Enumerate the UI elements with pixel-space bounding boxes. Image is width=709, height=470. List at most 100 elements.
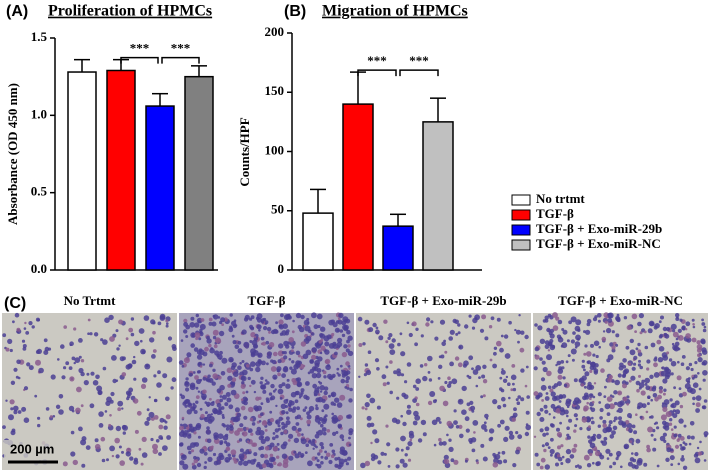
- cell: [659, 435, 666, 442]
- cell: [183, 400, 188, 405]
- cell: [533, 366, 538, 371]
- cell: [380, 451, 385, 456]
- cell: [111, 355, 117, 361]
- cell: [496, 340, 502, 347]
- cell: [287, 402, 292, 407]
- cell: [669, 398, 673, 402]
- cell: [545, 392, 549, 395]
- cell: [614, 401, 618, 406]
- cell: [317, 393, 321, 396]
- cell: [305, 335, 312, 342]
- cell: [374, 358, 380, 363]
- cell: [417, 438, 423, 443]
- cell: [697, 357, 703, 363]
- cell: [562, 329, 568, 335]
- cell: [348, 367, 351, 370]
- cell: [199, 323, 206, 330]
- cell: [501, 450, 506, 455]
- cell: [134, 429, 139, 434]
- cell: [638, 374, 641, 378]
- cell: [212, 335, 217, 340]
- cell: [206, 426, 210, 430]
- cell: [305, 443, 310, 448]
- cell: [240, 398, 244, 402]
- cell: [508, 396, 511, 400]
- cell: [451, 378, 458, 385]
- cell: [650, 433, 654, 437]
- cell: [598, 401, 602, 404]
- cell: [425, 322, 430, 327]
- cell: [342, 324, 348, 330]
- cell: [677, 360, 680, 364]
- cell: [391, 417, 398, 423]
- cell: [341, 333, 346, 338]
- cell: [653, 362, 658, 368]
- cell: [629, 349, 636, 356]
- cell: [568, 320, 572, 325]
- cell: [339, 434, 345, 439]
- cell: [347, 335, 353, 341]
- cell: [43, 350, 49, 355]
- cell: [639, 365, 643, 370]
- cell: [281, 351, 285, 354]
- cell: [212, 400, 215, 404]
- cell: [573, 429, 577, 433]
- cell: [561, 366, 565, 370]
- cell: [629, 338, 634, 344]
- cell: [256, 463, 260, 468]
- cell: [615, 333, 620, 338]
- cell: [348, 428, 354, 434]
- cell: [291, 360, 295, 364]
- image-caption: No Trtmt: [64, 293, 117, 308]
- cell: [540, 377, 546, 382]
- cell: [621, 421, 626, 426]
- cell: [369, 397, 376, 404]
- cell: [182, 463, 189, 470]
- cell: [136, 410, 142, 416]
- cell: [631, 442, 634, 446]
- cell: [511, 364, 516, 368]
- cell: [143, 315, 150, 321]
- cell: [389, 360, 393, 364]
- cell: [219, 395, 223, 398]
- cell: [400, 435, 406, 442]
- cell: [338, 462, 344, 468]
- cell: [613, 390, 618, 395]
- cell: [63, 366, 67, 370]
- cell: [348, 398, 353, 403]
- cell: [244, 397, 249, 402]
- cell: [248, 428, 253, 433]
- cell: [332, 375, 335, 379]
- cell: [8, 414, 14, 421]
- cell: [344, 386, 348, 389]
- cell: [437, 377, 441, 380]
- cell: [199, 365, 203, 368]
- cell: [270, 329, 276, 335]
- cell: [661, 366, 665, 370]
- cell: [583, 368, 586, 372]
- cell: [232, 371, 239, 377]
- cell: [180, 423, 183, 427]
- cell: [505, 375, 509, 379]
- cell: [323, 375, 327, 379]
- cell: [609, 465, 613, 469]
- cell: [622, 369, 628, 375]
- cell: [326, 334, 332, 340]
- cell: [611, 345, 616, 350]
- cell: [93, 332, 99, 337]
- cell: [446, 420, 453, 427]
- cell: [673, 425, 677, 429]
- cell: [581, 359, 585, 363]
- cell: [593, 382, 597, 385]
- cell: [140, 462, 144, 466]
- cell: [337, 337, 343, 343]
- cell: [219, 320, 223, 325]
- panel-label: (B): [284, 3, 306, 20]
- cell: [264, 446, 270, 451]
- cell: [646, 447, 651, 453]
- cell: [664, 333, 670, 339]
- cell: [289, 366, 293, 370]
- cell: [255, 316, 260, 321]
- cell: [497, 405, 502, 410]
- cell: [268, 392, 273, 396]
